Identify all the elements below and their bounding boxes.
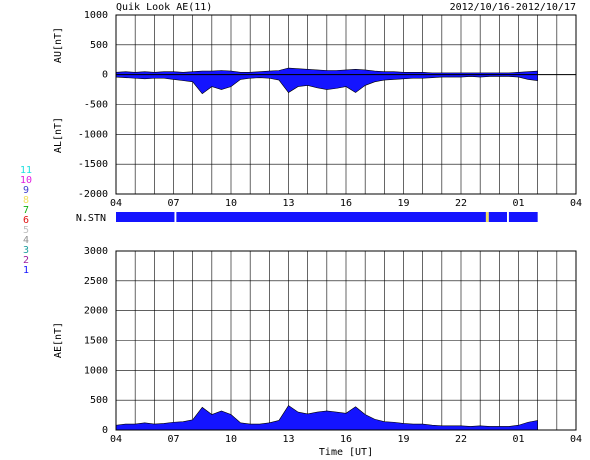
x-tick-label: 07 — [167, 434, 179, 445]
chart-title: Quik Look AE(11) — [116, 2, 212, 13]
x-tick-label: 22 — [455, 434, 467, 445]
y-tick-label: 0 — [102, 425, 108, 436]
legend-label: 8 — [23, 195, 29, 206]
nstn-label: N.STN — [76, 213, 106, 224]
y-axis-label: AE[nT] — [53, 322, 64, 358]
x-axis-label: Time [UT] — [319, 447, 373, 458]
legend-label: 2 — [23, 255, 29, 266]
x-tick-label: 16 — [340, 434, 352, 445]
y-axis-label: AL[nT] — [53, 117, 64, 153]
y-tick-label: 3000 — [84, 246, 108, 257]
x-tick-label: 01 — [512, 434, 524, 445]
y-tick-label: -1000 — [78, 129, 108, 140]
y-axis-label: AU[nT] — [53, 27, 64, 63]
y-tick-label: 2500 — [84, 276, 108, 287]
x-tick-label: 04 — [110, 198, 122, 209]
x-tick-label: 13 — [282, 198, 294, 209]
plot-frame — [115, 250, 577, 431]
legend-label: 6 — [23, 215, 29, 226]
station-segment — [485, 212, 489, 222]
y-tick-label: 500 — [90, 40, 108, 51]
station-segment — [176, 212, 486, 222]
y-tick-label: 2000 — [84, 306, 108, 317]
legend-label: 7 — [23, 205, 29, 216]
x-tick-label: 04 — [110, 434, 122, 445]
area — [115, 405, 538, 431]
legend-label: 10 — [20, 175, 32, 186]
area — [115, 74, 538, 95]
y-tick-label: 1000 — [84, 365, 108, 376]
legend-label: 4 — [23, 235, 29, 246]
y-tick-label: -1500 — [78, 159, 108, 170]
x-tick-label: 10 — [225, 434, 237, 445]
legend-label: 1 — [23, 265, 29, 276]
station-segment — [488, 212, 507, 222]
y-tick-label: 0 — [102, 70, 108, 81]
x-tick-label: 19 — [397, 434, 409, 445]
x-tick-label: 01 — [512, 198, 524, 209]
plot-frame — [115, 14, 577, 195]
y-tick-label: 1000 — [84, 10, 108, 21]
y-tick-label: 1500 — [84, 336, 108, 347]
legend-label: 11 — [20, 165, 32, 176]
station-segment — [116, 212, 175, 222]
y-tick-label: -500 — [84, 100, 108, 111]
x-tick-label: 16 — [340, 198, 352, 209]
legend-label: 9 — [23, 185, 29, 196]
date-range: 2012/10/16-2012/10/17 — [450, 2, 576, 13]
legend-label: 3 — [23, 245, 29, 256]
x-tick-label: 04 — [570, 198, 582, 209]
x-tick-label: 07 — [167, 198, 179, 209]
x-tick-label: 04 — [570, 434, 582, 445]
area — [115, 67, 538, 75]
x-tick-label: 13 — [282, 434, 294, 445]
y-tick-label: 500 — [90, 395, 108, 406]
station-segment — [508, 212, 538, 222]
y-tick-label: -2000 — [78, 189, 108, 200]
x-tick-label: 22 — [455, 198, 467, 209]
x-tick-label: 19 — [397, 198, 409, 209]
legend-label: 5 — [23, 225, 29, 236]
x-tick-label: 10 — [225, 198, 237, 209]
